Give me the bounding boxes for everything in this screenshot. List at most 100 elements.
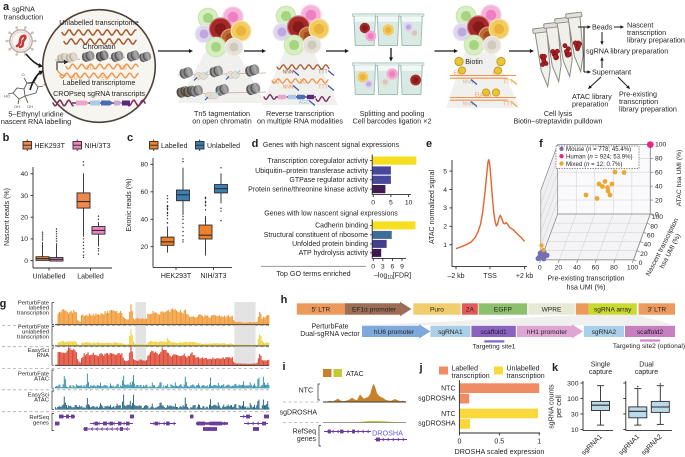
svg-text:TTT: TTT (318, 85, 327, 91)
svg-text:5: 5 (443, 168, 447, 175)
svg-text:transcription: transcription (17, 335, 49, 341)
svg-text:Cell barcodes ligation ×2: Cell barcodes ligation ×2 (353, 116, 432, 125)
svg-text:a: a (3, 1, 10, 13)
svg-text:10: 10 (571, 427, 579, 434)
svg-text:WPRE: WPRE (542, 306, 562, 313)
svg-text:80: 80 (650, 223, 658, 230)
svg-text:Unlabelled: Unlabelled (207, 143, 240, 150)
svg-text:Pre-existing transcription: Pre-existing transcription (547, 276, 624, 283)
svg-text:RNA: RNA (37, 353, 50, 359)
svg-text:transcription: transcription (17, 311, 49, 317)
svg-text:EF1α promoter: EF1α promoter (352, 306, 397, 313)
svg-text:per cell: per cell (556, 395, 563, 418)
svg-text:NTC: NTC (441, 411, 455, 418)
svg-text:0: 0 (655, 211, 659, 218)
svg-text:NIH/3T3: NIH/3T3 (200, 273, 226, 280)
svg-text:TTT: TTT (503, 102, 512, 108)
svg-text:OH: OH (27, 104, 33, 109)
svg-text:5–Ethynyl uridine: 5–Ethynyl uridine (8, 109, 63, 118)
svg-text:EU: EU (454, 71, 461, 77)
svg-text:300: 300 (567, 380, 579, 387)
svg-text:0.5: 0.5 (494, 439, 504, 446)
svg-text:5: 5 (389, 200, 393, 207)
svg-text:ATAC: ATAC (34, 377, 50, 383)
svg-text:Splitting and pooling: Splitting and pooling (360, 109, 425, 118)
svg-text:sgRNA library preparation: sgRNA library preparation (586, 47, 668, 56)
svg-text:Nascent reads (%): Nascent reads (%) (4, 188, 11, 246)
svg-text:3: 3 (443, 205, 447, 212)
svg-text:Targeting site1: Targeting site1 (473, 343, 516, 350)
svg-text:Unlabelled: Unlabelled (32, 274, 65, 281)
svg-text:5′ LTR: 5′ LTR (312, 306, 331, 313)
svg-text:Supernatant: Supernatant (592, 68, 631, 77)
svg-text:20: 20 (140, 244, 148, 251)
svg-text:Cadherin binding: Cadherin binding (315, 223, 368, 230)
svg-text:Structural constituent of ribo: Structural constituent of ribosome (264, 232, 368, 239)
svg-text:RefSeq: RefSeq (29, 415, 49, 421)
svg-text:Unlabelled transcriptome: Unlabelled transcriptome (59, 18, 139, 27)
svg-text:Beads: Beads (592, 23, 613, 32)
svg-text:capture: capture (589, 369, 612, 376)
svg-text:60: 60 (140, 189, 148, 196)
svg-text:sgRNA: sgRNA (12, 5, 35, 14)
svg-text:ATAC normalized signal: ATAC normalized signal (429, 170, 436, 244)
svg-text:GTPase regulator activity: GTPase regulator activity (289, 177, 368, 184)
svg-text:20: 20 (655, 197, 663, 204)
svg-text:DROSHA scaled expression: DROSHA scaled expression (455, 447, 545, 456)
svg-text:0: 0 (457, 439, 461, 446)
svg-text:ATAC: ATAC (34, 398, 50, 404)
svg-text:30: 30 (571, 411, 579, 418)
svg-text:scaffold2: scaffold2 (637, 329, 664, 336)
svg-text:HO: HO (4, 94, 10, 99)
svg-text:unlabelled: unlabelled (22, 330, 49, 336)
svg-text:Protein serine/threonine kinas: Protein serine/threonine kinase activity (248, 186, 368, 193)
svg-text:Unlabelled: Unlabelled (507, 366, 540, 373)
svg-text:transcription: transcription (507, 373, 545, 380)
svg-text:2A: 2A (466, 306, 475, 313)
svg-text:Targeting site2 (optional): Targeting site2 (optional) (613, 343, 685, 350)
svg-text:g: g (0, 298, 6, 310)
svg-text:30: 30 (20, 193, 28, 200)
svg-text:ATAC: ATAC (346, 371, 364, 378)
svg-text:genes: genes (33, 420, 49, 426)
svg-text:Tn5 tagmentation: Tn5 tagmentation (194, 109, 250, 118)
svg-text:Top GO terms enriched: Top GO terms enriched (276, 269, 350, 278)
svg-text:NNN: NNN (463, 80, 474, 86)
svg-text:0: 0 (371, 263, 375, 270)
svg-text:Nascent: Nascent (627, 21, 653, 30)
svg-text:PerturbFate: PerturbFate (18, 371, 50, 377)
svg-text:transcription: transcription (627, 28, 666, 37)
svg-text:Unfolded protein binding: Unfolded protein binding (292, 241, 368, 248)
svg-text:CROPseq sgRNA transcripts: CROPseq sgRNA transcripts (53, 89, 145, 98)
svg-text:60: 60 (647, 233, 655, 240)
svg-text:sgRNA2: sgRNA2 (592, 329, 617, 336)
svg-text:ATAC hsa UMI (%): ATAC hsa UMI (%) (676, 150, 683, 207)
svg-text:hU6 promoter: hU6 promoter (374, 329, 415, 336)
svg-text:library preparation: library preparation (627, 36, 685, 45)
svg-text:40: 40 (20, 171, 28, 178)
svg-text:100: 100 (567, 396, 579, 403)
svg-text:40: 40 (655, 183, 663, 190)
svg-text:20: 20 (20, 215, 28, 222)
svg-text:NNN: NNN (283, 85, 294, 91)
svg-text:hsa UMI (%): hsa UMI (%) (567, 285, 606, 292)
svg-text:0: 0 (639, 260, 643, 267)
svg-text:6: 6 (391, 263, 395, 270)
svg-text:1: 1 (443, 242, 447, 249)
svg-text:0: 0 (538, 264, 542, 271)
svg-text:EU: EU (101, 76, 109, 82)
svg-text:NIH/3T3: NIH/3T3 (85, 143, 111, 150)
svg-text:Chromatin: Chromatin (82, 42, 115, 51)
svg-text:80: 80 (610, 264, 618, 271)
svg-text:Transcription coregulator acti: Transcription coregulator activity (267, 158, 368, 165)
svg-text:EU: EU (70, 76, 78, 82)
svg-text:100: 100 (627, 264, 639, 271)
svg-text:PerturbFate: PerturbFate (18, 301, 50, 307)
svg-text:40: 40 (140, 217, 148, 224)
svg-text:40: 40 (643, 242, 651, 249)
svg-text:Biotin–streptavidin pulldown: Biotin–streptavidin pulldown (513, 116, 602, 125)
svg-text:EU: EU (273, 80, 280, 86)
svg-text:transcription: transcription (619, 97, 658, 106)
svg-text:Genes with high nascent signal: Genes with high nascent signal expressio… (263, 142, 400, 149)
svg-text:transduction: transduction (4, 13, 43, 22)
